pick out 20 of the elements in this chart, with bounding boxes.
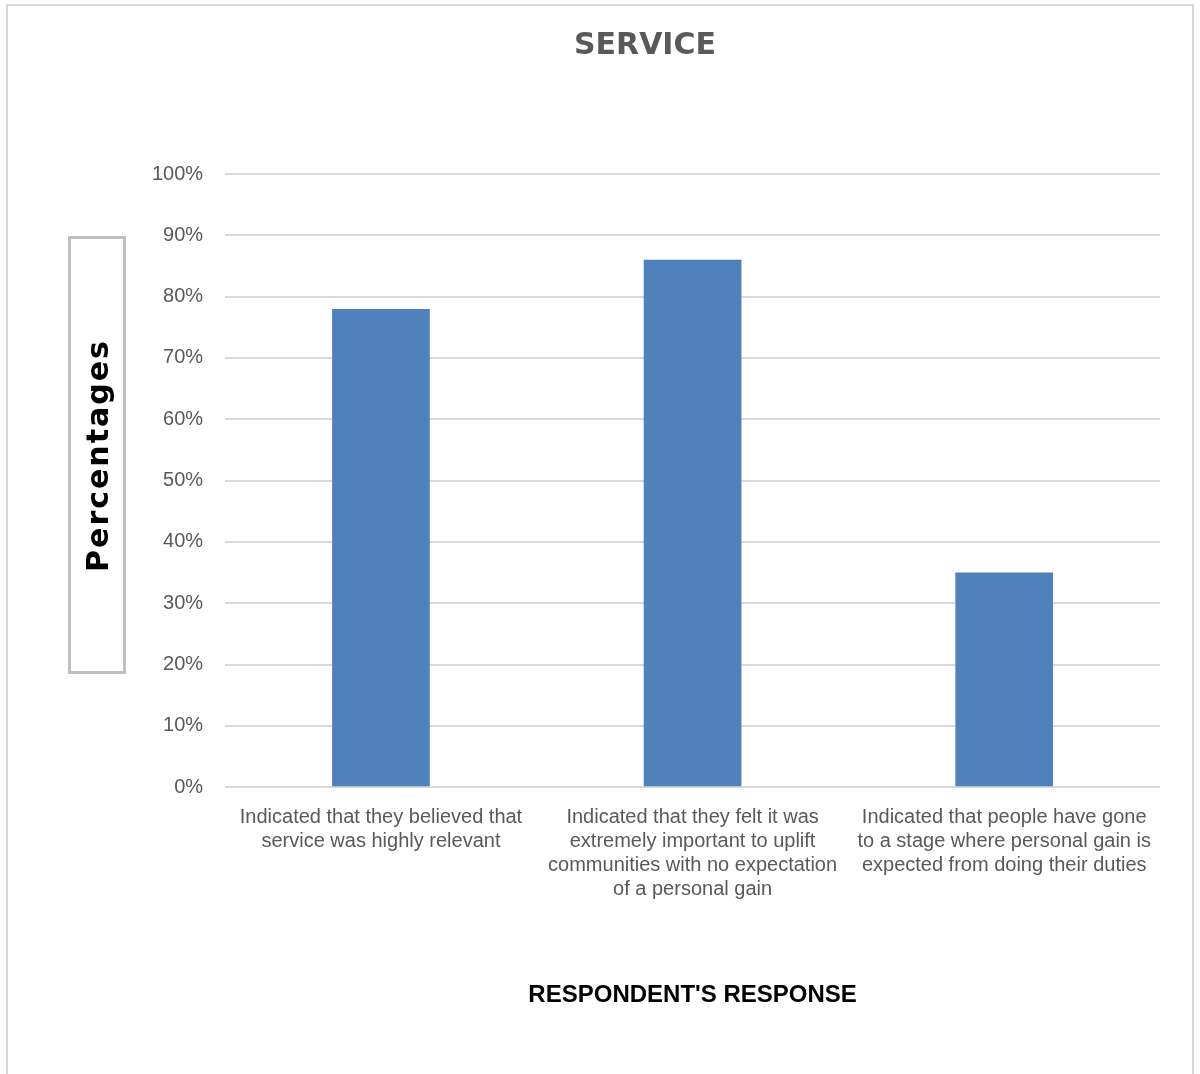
- y-tick-label: 100%: [152, 161, 204, 184]
- y-tick-label: 50%: [163, 468, 204, 491]
- y-tick-label: 0%: [174, 774, 204, 797]
- bar: [643, 259, 742, 787]
- bar: [332, 308, 430, 787]
- y-tick-label: 70%: [163, 345, 204, 368]
- chart-title: SERVICE: [573, 25, 717, 61]
- y-tick-label: 90%: [163, 222, 204, 245]
- y-axis-title: Percentages: [79, 338, 115, 572]
- x-tick-label: Indicated that they believed that service was highly relevant: [239, 804, 523, 851]
- y-tick-label: 40%: [163, 529, 204, 552]
- x-tick-label: Indicated that people have gone to a stage where personal gain is expected from doing their duties: [857, 804, 1151, 875]
- y-tick-label: 80%: [163, 284, 204, 307]
- y-tick-label: 20%: [163, 652, 204, 675]
- y-tick-label: 30%: [163, 590, 204, 613]
- x-axis-title: RESPONDENT'S RESPONSE: [528, 980, 857, 1008]
- x-tick-label: Indicated that they felt it was extremely important to uplift communities with no expectation of a personal gain: [548, 804, 838, 899]
- y-tick-label: 60%: [163, 406, 204, 429]
- y-tick-label: 10%: [163, 713, 204, 736]
- bar: [955, 572, 1054, 787]
